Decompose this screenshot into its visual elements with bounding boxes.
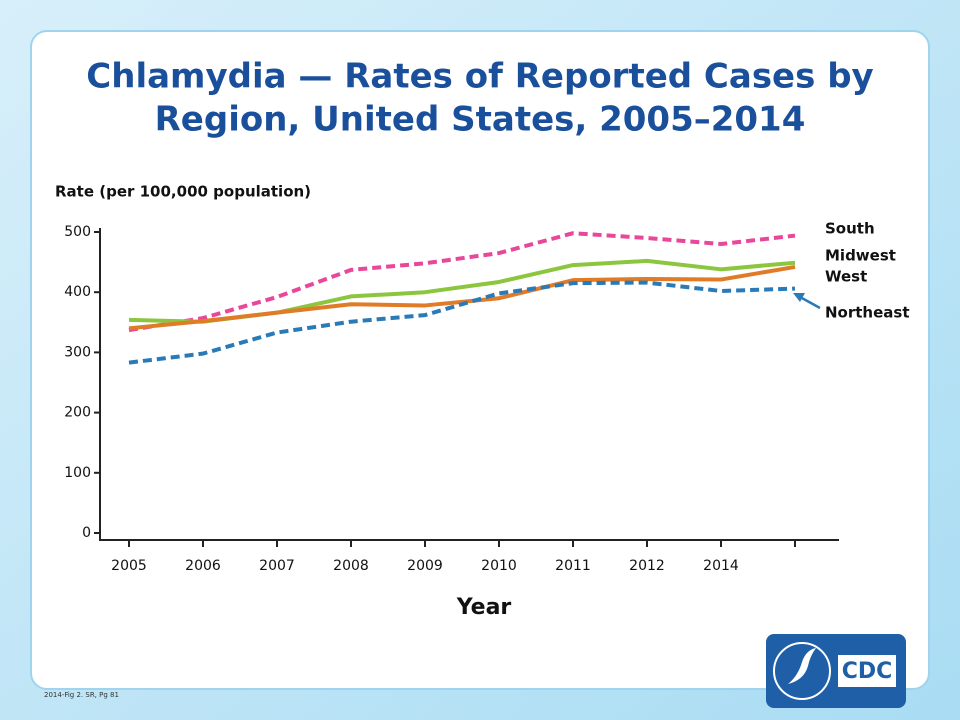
logo-box [766,634,906,708]
x-tick-label: 2008 [333,558,369,574]
chart-title: Region, United States, 2005–2014 [155,100,806,140]
x-axis-label: Year [456,595,512,620]
legend-label: Midwest [825,247,896,265]
x-tick-label: 2012 [629,558,665,574]
series-line [128,264,796,331]
y-tick-label: 0 [82,525,91,541]
x-tick-label: 2006 [185,558,221,574]
y-tick-label: 100 [64,465,91,481]
legend-label: South [825,220,875,238]
y-tick-label: 200 [64,405,91,421]
logo-seal [773,642,831,700]
y-tick-label: 400 [64,284,91,300]
legend-label: Northeast [825,304,910,322]
cdc-logo: CDC [766,634,906,708]
pointer-arrow [799,295,821,310]
logo-text: CDC [842,659,893,684]
x-tick-label: 2007 [259,558,295,574]
x-tick-label: 2010 [481,558,517,574]
x-tick-label: 2011 [555,558,591,574]
chart-title: Chlamydia — Rates of Reported Cases by [86,57,873,97]
legend-label: West [825,268,867,286]
x-tick-label: 2005 [111,558,147,574]
card [30,30,930,690]
series-line [128,231,796,333]
x-tick-label: 2014 [703,558,739,574]
logo-plate [838,655,896,687]
logo-eagle [788,648,816,684]
y-axis-label: Rate (per 100,000 population) [55,183,311,201]
x-tick-label: 2009 [407,558,443,574]
pointer-arrowhead [793,293,805,302]
footnote: 2014-Fig 2. SR, Pg 81 [44,691,119,699]
y-tick-label: 300 [64,344,91,360]
series-line [128,280,796,365]
y-tick-label: 500 [64,224,91,240]
